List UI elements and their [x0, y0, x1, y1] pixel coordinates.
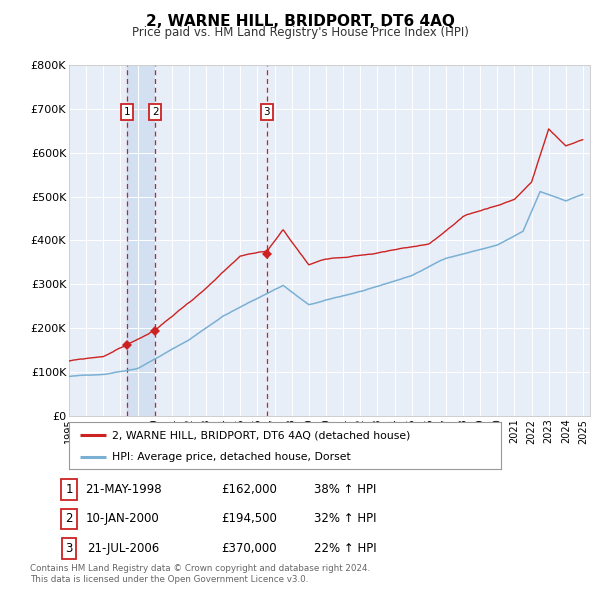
Text: 2: 2 — [65, 512, 73, 526]
Text: Price paid vs. HM Land Registry's House Price Index (HPI): Price paid vs. HM Land Registry's House … — [131, 26, 469, 39]
Text: 2: 2 — [152, 107, 158, 117]
Text: HPI: Average price, detached house, Dorset: HPI: Average price, detached house, Dors… — [112, 453, 351, 462]
Text: 38% ↑ HPI: 38% ↑ HPI — [314, 483, 376, 496]
Text: 2, WARNE HILL, BRIDPORT, DT6 4AQ (detached house): 2, WARNE HILL, BRIDPORT, DT6 4AQ (detach… — [112, 430, 410, 440]
Text: 3: 3 — [263, 107, 270, 117]
Text: 10-JAN-2000: 10-JAN-2000 — [86, 512, 160, 526]
Text: This data is licensed under the Open Government Licence v3.0.: This data is licensed under the Open Gov… — [30, 575, 308, 584]
Text: Contains HM Land Registry data © Crown copyright and database right 2024.: Contains HM Land Registry data © Crown c… — [30, 565, 370, 573]
Text: 21-JUL-2006: 21-JUL-2006 — [87, 542, 159, 555]
Text: £162,000: £162,000 — [221, 483, 277, 496]
Text: 32% ↑ HPI: 32% ↑ HPI — [314, 512, 376, 526]
Text: £370,000: £370,000 — [221, 542, 277, 555]
Text: 21-MAY-1998: 21-MAY-1998 — [85, 483, 161, 496]
Text: 1: 1 — [65, 483, 73, 496]
Text: 22% ↑ HPI: 22% ↑ HPI — [314, 542, 376, 555]
Bar — [127, 65, 155, 416]
Text: 3: 3 — [65, 542, 73, 555]
Text: £194,500: £194,500 — [221, 512, 277, 526]
Text: 1: 1 — [124, 107, 130, 117]
Text: 2, WARNE HILL, BRIDPORT, DT6 4AQ: 2, WARNE HILL, BRIDPORT, DT6 4AQ — [146, 14, 454, 28]
